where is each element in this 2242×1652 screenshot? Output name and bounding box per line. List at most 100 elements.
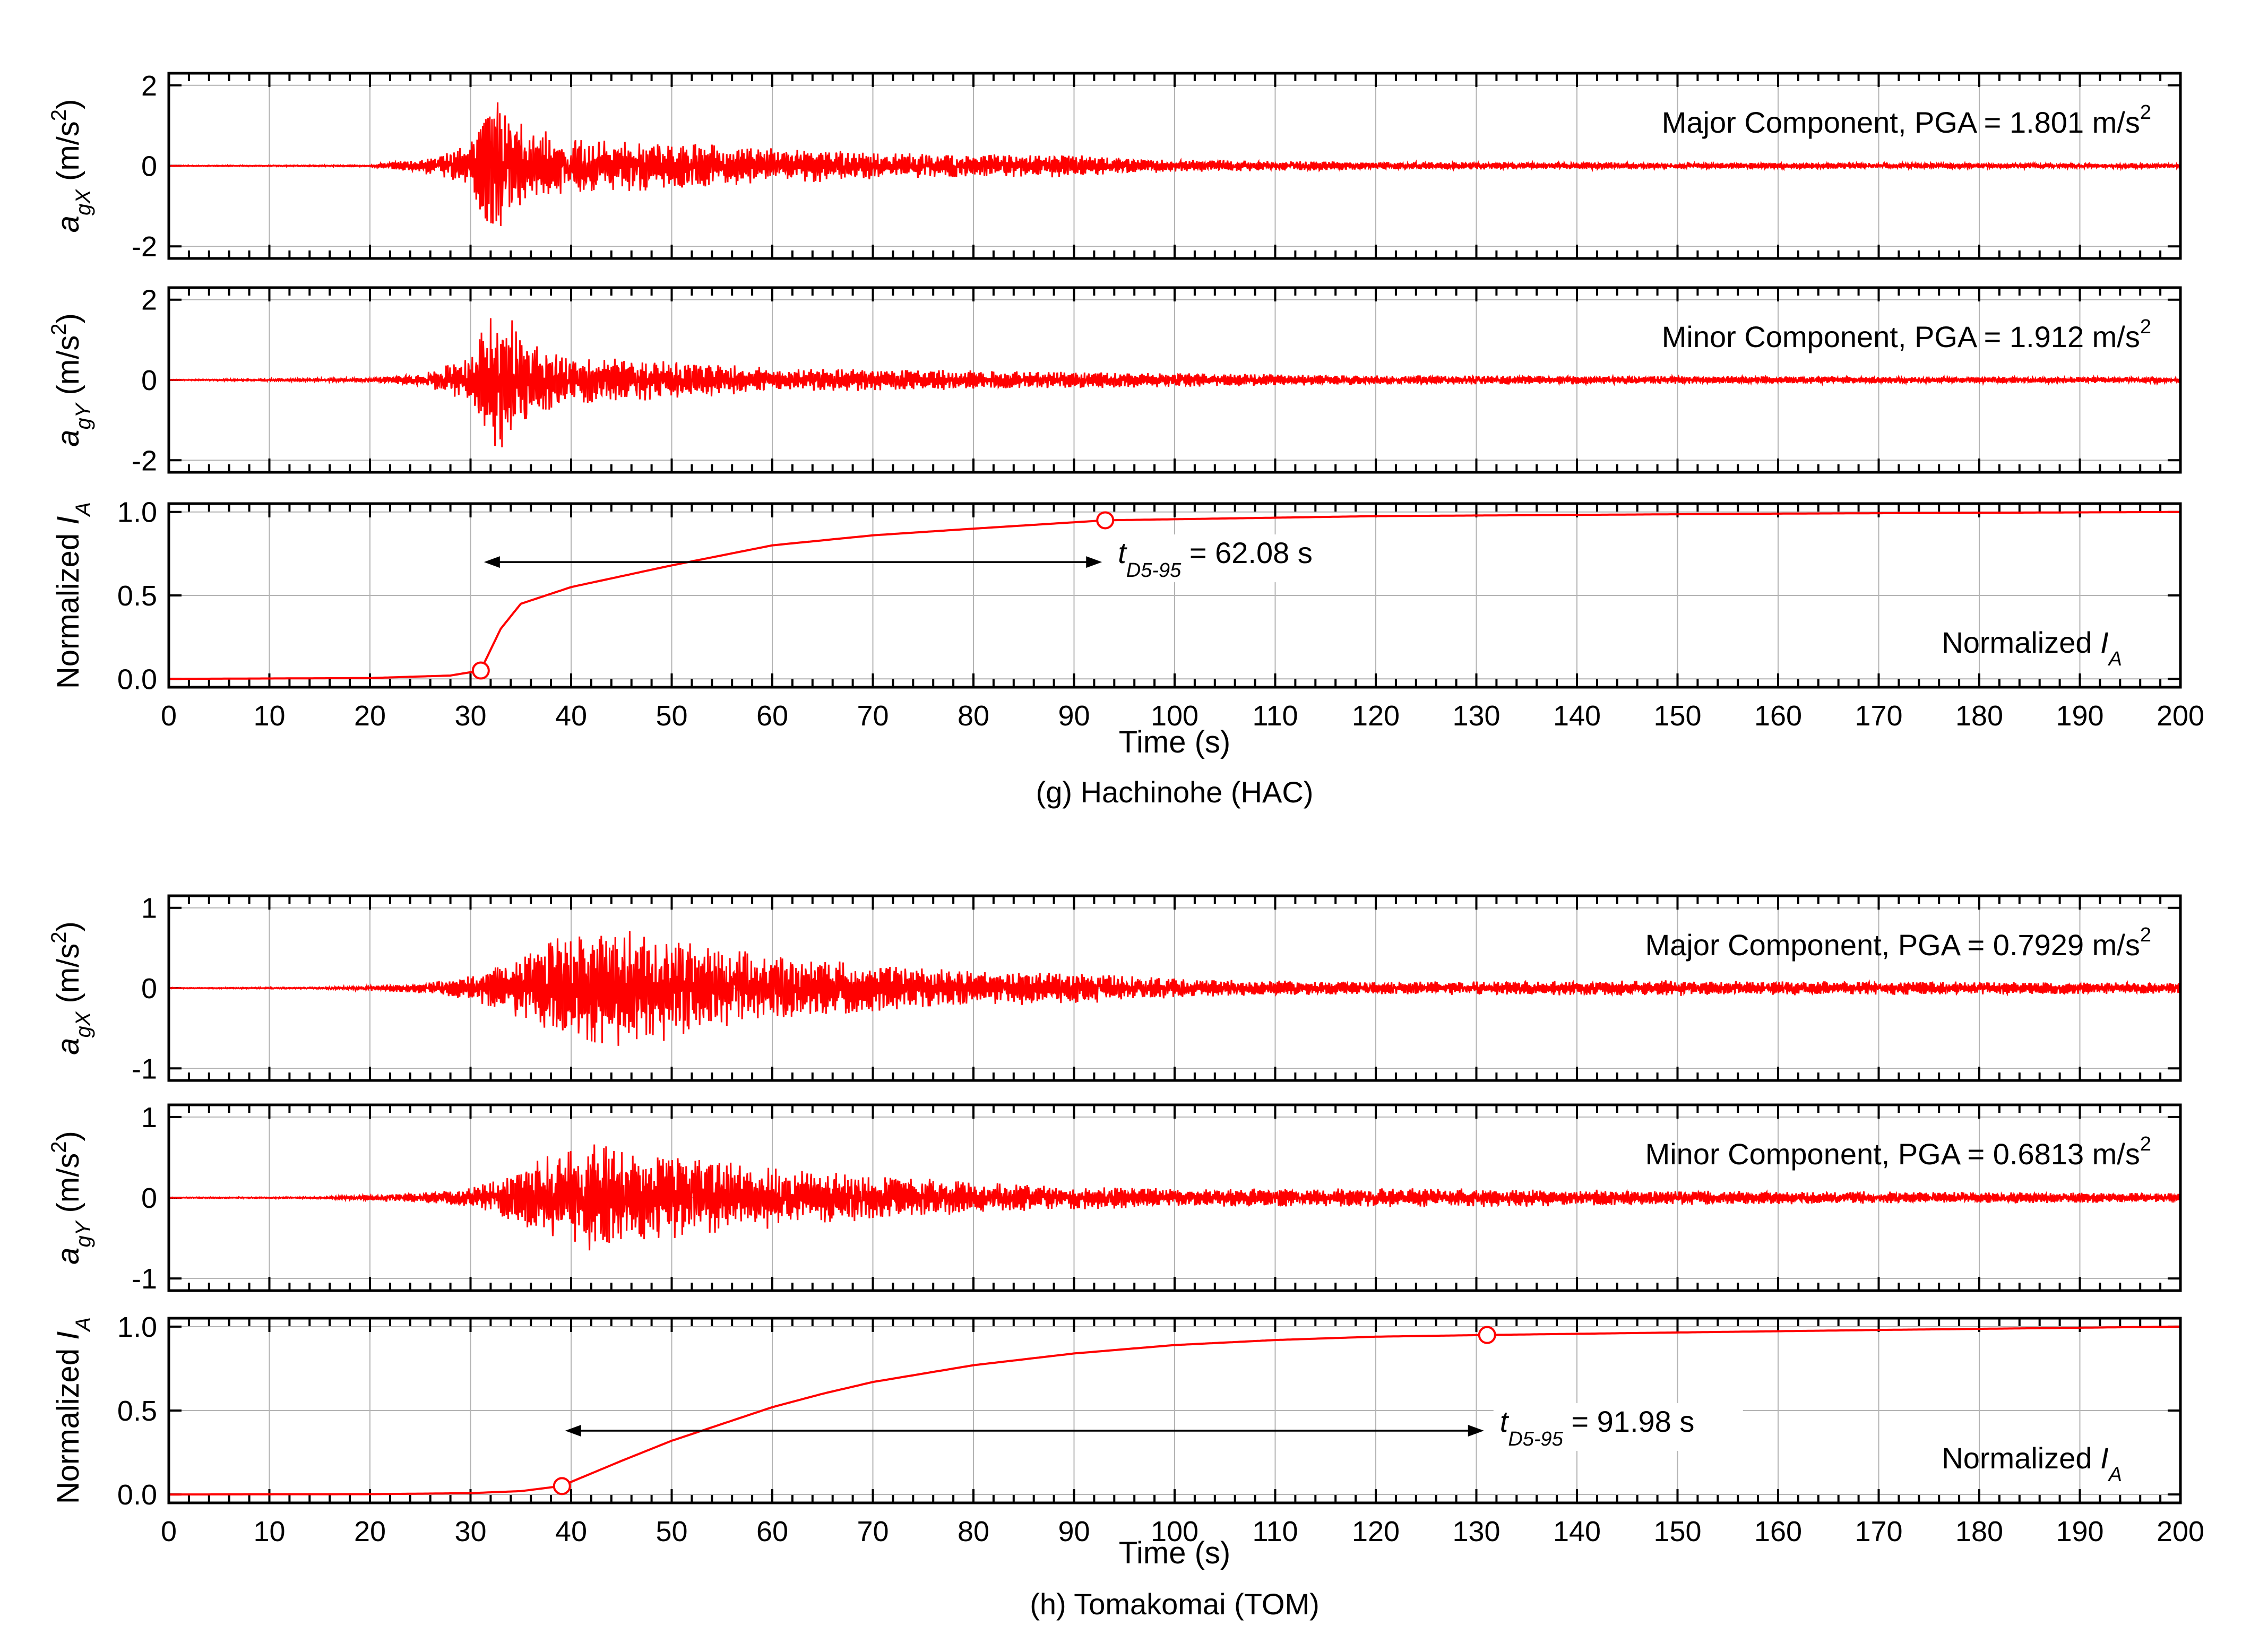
y-label-close: ) (51, 921, 85, 931)
x-tick-label: 20 (354, 1516, 386, 1547)
marker-point (1478, 1326, 1496, 1344)
y-label-symbol: a (51, 1248, 85, 1265)
x-tick-label: 160 (1754, 700, 1802, 732)
y-tick-label: 0 (141, 365, 157, 396)
x-tick-label: 110 (1252, 1516, 1298, 1547)
x-tick-label: 60 (756, 1516, 788, 1547)
subfigure-caption: (g) Hachinohe (HAC) (1036, 775, 1314, 809)
panel-frame (167, 502, 2182, 689)
y-label-symbol: a (51, 430, 85, 447)
x-tick-label: 120 (1352, 700, 1400, 732)
arrow-head-right (1468, 1424, 1484, 1437)
x-tick-label: 10 (253, 700, 285, 732)
y-label-unit: (m/s (51, 121, 85, 189)
y-label-subscript: A (72, 502, 95, 517)
pga-annotation: Minor Component, PGA = 0.6813 m/s2 (1645, 1133, 2151, 1171)
panel-frame (167, 72, 2182, 260)
pga-text: Major Component, PGA = 0.7929 m/s (1645, 928, 2140, 962)
y-label-subscript: gX (72, 189, 95, 215)
panel-frame (167, 1103, 2182, 1292)
pga-text: Major Component, PGA = 1.801 m/s (1662, 106, 2140, 139)
pga-superscript: 2 (2140, 316, 2151, 338)
pga-annotation: Minor Component, PGA = 1.912 m/s2 (1662, 316, 2151, 353)
pga-superscript: 2 (2140, 101, 2151, 124)
y-label-unit: (m/s (51, 335, 85, 404)
y-label-superscript: 2 (47, 932, 71, 944)
x-tick-label: 70 (857, 1516, 889, 1547)
legend-label: Normalized IA (1942, 1441, 2122, 1486)
x-tick-label: 190 (2056, 700, 2103, 732)
x-tick-label: 150 (1653, 700, 1701, 732)
duration-symbol: t (1500, 1405, 1510, 1438)
y-tick-label: 0 (141, 1182, 157, 1214)
arias-intensity-series (169, 511, 2180, 680)
y-label-italic: I (51, 1331, 85, 1340)
x-tick-label: 30 (454, 700, 486, 732)
y-axis-label: Normalized IA (51, 1317, 95, 1504)
duration-symbol: t (1118, 536, 1127, 569)
x-tick-label: 90 (1058, 1516, 1090, 1547)
y-label-close: ) (51, 99, 85, 109)
gridlines (169, 504, 2180, 687)
y-tick-label: 0.0 (117, 1479, 157, 1511)
pga-superscript: 2 (2140, 1133, 2151, 1155)
x-tick-label: 0 (161, 1516, 177, 1547)
x-axis-label: Time (s) (1119, 725, 1230, 759)
x-axis-label: Time (s) (1119, 1536, 1230, 1570)
acceleration-series (168, 931, 2181, 1046)
x-tick-label: 140 (1553, 1516, 1601, 1547)
marker-point (553, 1477, 571, 1495)
y-label-close: ) (51, 313, 85, 323)
y-tick-label: 1 (141, 1102, 157, 1134)
y-label-symbol: a (51, 215, 85, 232)
duration-value: = 62.08 s (1181, 536, 1313, 569)
y-tick-label: 1 (141, 893, 157, 924)
y-tick-label: 2 (141, 70, 157, 102)
pga-annotation: Major Component, PGA = 0.7929 m/s2 (1645, 924, 2151, 962)
y-axis-label: Normalized IA (51, 502, 95, 689)
x-tick-label: 200 (2157, 1516, 2204, 1547)
subfigure-caption: (h) Tomakomai (TOM) (1030, 1587, 1320, 1621)
x-tick-label: 170 (1855, 1516, 1902, 1547)
x-tick-label: 180 (1955, 700, 2003, 732)
y-label-subscript: gX (72, 1011, 95, 1037)
panel-frame (167, 286, 2182, 474)
x-tick-label: 40 (555, 1516, 587, 1547)
y-tick-label: 1.0 (117, 1311, 157, 1343)
acceleration-series (168, 102, 2181, 227)
y-tick-label: 0 (141, 151, 157, 183)
y-tick-label: -1 (132, 1263, 157, 1295)
y-tick-label: -1 (132, 1053, 157, 1085)
y-tick-label: -2 (132, 445, 157, 477)
x-tick-label: 100 (1151, 1516, 1198, 1547)
legend-italic: I (2100, 626, 2109, 659)
y-label-superscript: 2 (47, 109, 71, 121)
y-tick-label: 0.0 (117, 663, 157, 695)
pga-annotation: Major Component, PGA = 1.801 m/s2 (1662, 101, 2151, 139)
duration-subscript: D5-95 (1508, 1428, 1563, 1450)
label-background (1493, 1403, 1743, 1451)
x-tick-label: 160 (1754, 1516, 1802, 1547)
x-tick-label: 50 (656, 1516, 687, 1547)
x-tick-label: 110 (1252, 700, 1298, 732)
y-tick-label: 2 (141, 284, 157, 316)
x-tick-label: 130 (1452, 1516, 1500, 1547)
y-axis-label: agX (m/s2) (47, 99, 95, 233)
x-tick-label: 0 (161, 700, 177, 732)
x-tick-label: 200 (2157, 700, 2204, 732)
x-tick-label: 70 (857, 700, 889, 732)
x-tick-label: 30 (454, 1516, 486, 1547)
y-label-close: ) (51, 1131, 85, 1141)
x-tick-label: 140 (1553, 700, 1601, 732)
x-tick-label: 180 (1955, 1516, 2003, 1547)
y-label-unit: (m/s (51, 1153, 85, 1222)
x-tick-label: 40 (555, 700, 587, 732)
legend-text: Normalized (1942, 626, 2100, 659)
x-tick-label: 50 (656, 700, 687, 732)
y-tick-label: 0.5 (117, 1395, 157, 1427)
